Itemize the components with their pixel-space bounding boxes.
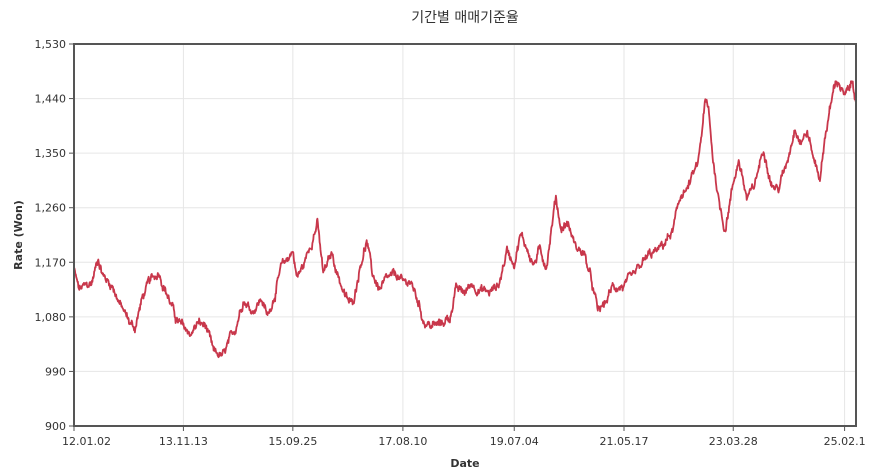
plot-background <box>74 44 856 426</box>
x-axis-title: Date <box>450 457 479 470</box>
y-tick-label: 1,260 <box>35 202 67 215</box>
tick-labels: 900 990 1,080 1,170 1,260 1,350 1,440 1,530 12.0… <box>35 38 866 448</box>
x-tick-label: 21.05.17 <box>599 435 648 448</box>
x-tick-label: 15.09.25 <box>268 435 317 448</box>
y-axis-title: Rate (Won) <box>12 200 25 270</box>
plot-border <box>73 43 857 427</box>
x-tick-label: 12.01.02 <box>62 435 111 448</box>
x-tick-label: 19.07.04 <box>490 435 539 448</box>
chart-title: 기간별 매매기준율 <box>411 10 519 26</box>
series-layer <box>73 80 857 359</box>
y-tick-label: 990 <box>45 365 66 378</box>
y-tick-label: 1,080 <box>35 311 67 324</box>
y-tick-label: 1,440 <box>35 93 67 106</box>
gridlines <box>73 43 856 427</box>
x-tick-label: 25.02.1 <box>824 435 866 448</box>
y-tick-label: 1,350 <box>35 147 67 160</box>
x-tick-label: 23.03.28 <box>709 435 758 448</box>
y-tick-label: 1,170 <box>35 256 67 269</box>
x-tick-label: 17.08.10 <box>378 435 427 448</box>
x-tick-label: 13.11.13 <box>159 435 208 448</box>
y-tick-label: 1,530 <box>35 38 67 51</box>
y-tick-label: 900 <box>45 420 66 433</box>
series-line <box>73 80 857 359</box>
